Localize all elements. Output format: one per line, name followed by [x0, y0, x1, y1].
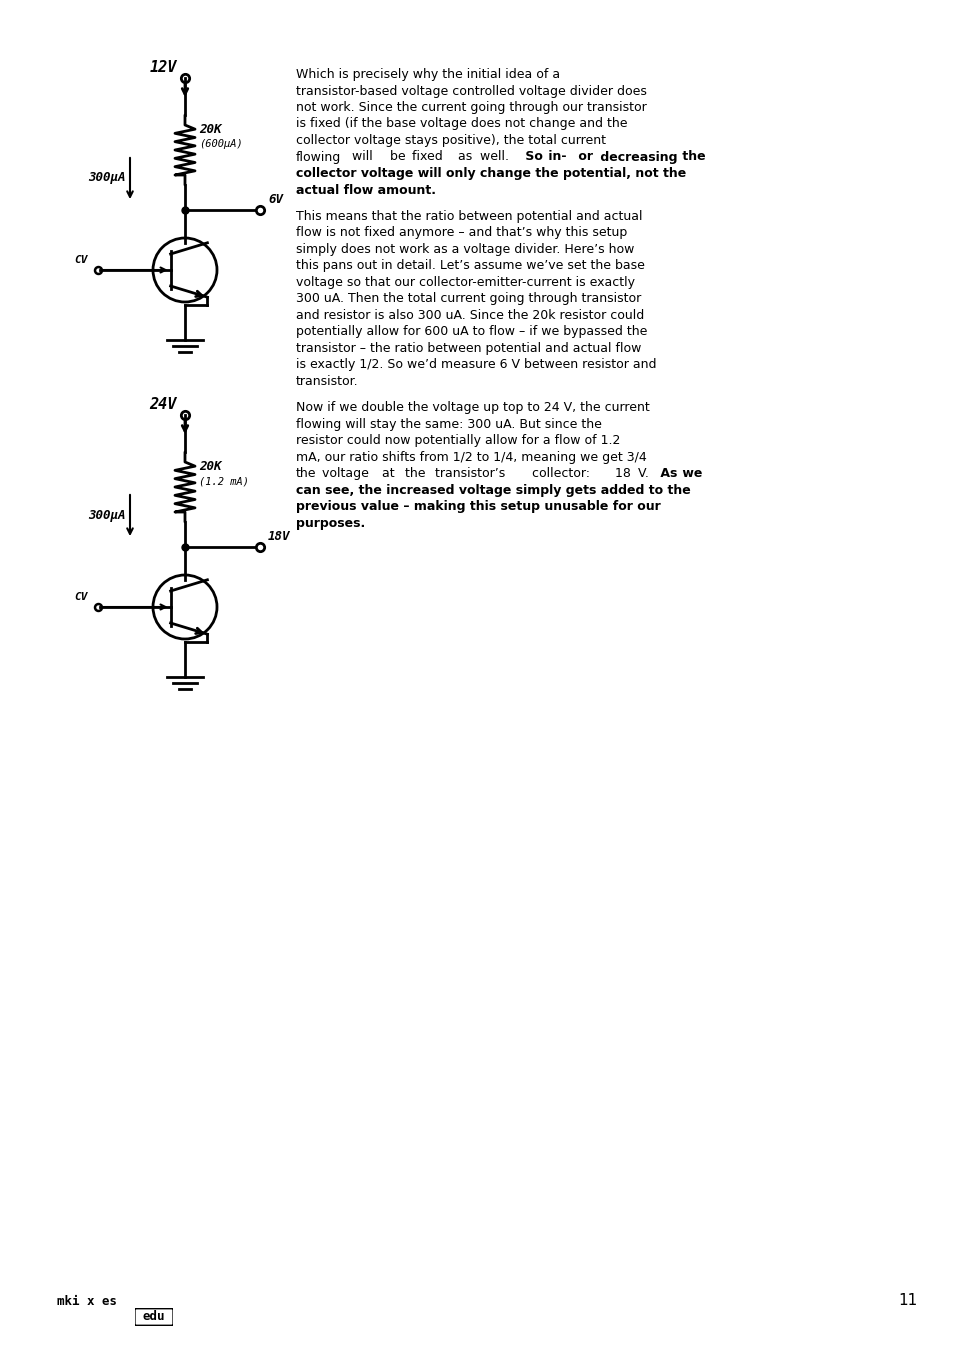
Text: the: the	[678, 150, 705, 163]
Text: transistor.: transistor.	[295, 375, 358, 387]
Text: 11: 11	[897, 1293, 916, 1308]
Text: we: we	[678, 467, 702, 481]
Text: 18V: 18V	[268, 531, 291, 543]
Text: 20K: 20K	[199, 460, 221, 472]
Text: (600μA): (600μA)	[199, 139, 242, 148]
Text: this pans out in detail. Let’s assume we’ve set the base: this pans out in detail. Let’s assume we…	[295, 259, 644, 273]
Text: 300μA: 300μA	[89, 171, 126, 185]
Text: mki x es: mki x es	[57, 1295, 117, 1308]
Text: collector voltage stays positive), the total current: collector voltage stays positive), the t…	[295, 134, 605, 147]
Text: the: the	[295, 467, 316, 481]
Text: simply does not work as a voltage divider. Here’s how: simply does not work as a voltage divide…	[295, 243, 634, 256]
Text: V.: V.	[633, 467, 648, 481]
Text: transistor-based voltage controlled voltage divider does: transistor-based voltage controlled volt…	[295, 85, 646, 97]
Text: will: will	[348, 150, 373, 163]
Text: 20K: 20K	[199, 123, 221, 136]
Text: previous value – making this setup unusable for our: previous value – making this setup unusa…	[295, 501, 660, 513]
Text: potentially allow for 600 uA to flow – if we bypassed the: potentially allow for 600 uA to flow – i…	[295, 325, 647, 339]
Text: transistor – the ratio between potential and actual flow: transistor – the ratio between potential…	[295, 342, 640, 355]
Text: can see, the increased voltage simply gets added to the: can see, the increased voltage simply ge…	[295, 483, 690, 497]
Text: well.: well.	[476, 150, 509, 163]
Text: voltage: voltage	[318, 467, 369, 481]
Text: mA, our ratio shifts from 1/2 to 1/4, meaning we get 3/4: mA, our ratio shifts from 1/2 to 1/4, me…	[295, 451, 646, 464]
Text: is exactly 1/2. So we’d measure 6 V between resistor and: is exactly 1/2. So we’d measure 6 V betw…	[295, 358, 656, 371]
Text: (1.2 mA): (1.2 mA)	[199, 477, 249, 486]
Text: purposes.: purposes.	[295, 517, 365, 529]
Text: 18: 18	[610, 467, 630, 481]
Text: not work. Since the current going through our transistor: not work. Since the current going throug…	[295, 101, 646, 113]
Text: actual flow amount.: actual flow amount.	[295, 184, 436, 197]
Text: voltage so that our collector-emitter-current is exactly: voltage so that our collector-emitter-cu…	[295, 275, 635, 289]
Text: resistor could now potentially allow for a flow of 1.2: resistor could now potentially allow for…	[295, 435, 619, 447]
Text: fixed: fixed	[408, 150, 443, 163]
Text: 24V: 24V	[150, 397, 177, 412]
Text: CV: CV	[74, 255, 88, 265]
Text: the: the	[400, 467, 425, 481]
Text: or: or	[573, 150, 592, 163]
Text: flowing will stay the same: 300 uA. But since the: flowing will stay the same: 300 uA. But …	[295, 417, 601, 431]
Text: So: So	[520, 150, 542, 163]
Text: in-: in-	[543, 150, 565, 163]
Text: As: As	[656, 467, 677, 481]
Text: 6V: 6V	[268, 193, 283, 207]
Text: collector:: collector:	[528, 467, 590, 481]
Text: edu: edu	[143, 1311, 165, 1323]
Text: 12V: 12V	[150, 59, 177, 76]
Text: Which is precisely why the initial idea of a: Which is precisely why the initial idea …	[295, 68, 559, 81]
Text: This means that the ratio between potential and actual: This means that the ratio between potent…	[295, 209, 641, 223]
Text: Now if we double the voltage up top to 24 V, the current: Now if we double the voltage up top to 2…	[295, 401, 649, 414]
Text: CV: CV	[74, 593, 88, 602]
Text: flow is not fixed anymore – and that’s why this setup: flow is not fixed anymore – and that’s w…	[295, 227, 626, 239]
Text: decreasing: decreasing	[596, 150, 677, 163]
Text: as: as	[453, 150, 471, 163]
Text: 300μA: 300μA	[89, 509, 126, 521]
Text: 300 uA. Then the total current going through transistor: 300 uA. Then the total current going thr…	[295, 293, 640, 305]
Text: be: be	[386, 150, 405, 163]
Text: collector voltage will only change the potential, not the: collector voltage will only change the p…	[295, 167, 685, 180]
Text: transistor’s: transistor’s	[431, 467, 505, 481]
Text: at: at	[378, 467, 395, 481]
Text: and resistor is also 300 uA. Since the 20k resistor could: and resistor is also 300 uA. Since the 2…	[295, 309, 643, 321]
Text: is fixed (if the base voltage does not change and the: is fixed (if the base voltage does not c…	[295, 117, 627, 131]
Text: flowing: flowing	[295, 150, 341, 163]
